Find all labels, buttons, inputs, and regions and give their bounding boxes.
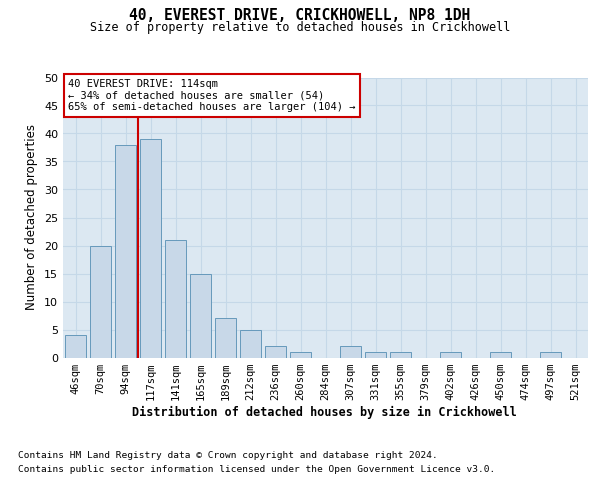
Bar bbox=[115, 144, 136, 358]
Text: Contains public sector information licensed under the Open Government Licence v3: Contains public sector information licen… bbox=[18, 464, 495, 473]
Bar bbox=[290, 352, 311, 358]
Bar bbox=[190, 274, 211, 357]
Text: 40 EVEREST DRIVE: 114sqm
← 34% of detached houses are smaller (54)
65% of semi-d: 40 EVEREST DRIVE: 114sqm ← 34% of detach… bbox=[68, 79, 356, 112]
Bar bbox=[490, 352, 511, 358]
Bar bbox=[240, 330, 261, 357]
Y-axis label: Number of detached properties: Number of detached properties bbox=[25, 124, 38, 310]
Bar bbox=[65, 335, 86, 357]
Bar bbox=[140, 139, 161, 358]
Text: Contains HM Land Registry data © Crown copyright and database right 2024.: Contains HM Land Registry data © Crown c… bbox=[18, 450, 438, 460]
Bar bbox=[165, 240, 186, 358]
Bar bbox=[265, 346, 286, 358]
Bar bbox=[215, 318, 236, 358]
Bar bbox=[440, 352, 461, 358]
Text: Size of property relative to detached houses in Crickhowell: Size of property relative to detached ho… bbox=[90, 21, 510, 34]
Bar bbox=[90, 246, 111, 358]
Bar bbox=[540, 352, 561, 358]
Text: Distribution of detached houses by size in Crickhowell: Distribution of detached houses by size … bbox=[131, 406, 517, 419]
Bar bbox=[390, 352, 411, 358]
Bar bbox=[365, 352, 386, 358]
Bar bbox=[340, 346, 361, 358]
Text: 40, EVEREST DRIVE, CRICKHOWELL, NP8 1DH: 40, EVEREST DRIVE, CRICKHOWELL, NP8 1DH bbox=[130, 8, 470, 24]
